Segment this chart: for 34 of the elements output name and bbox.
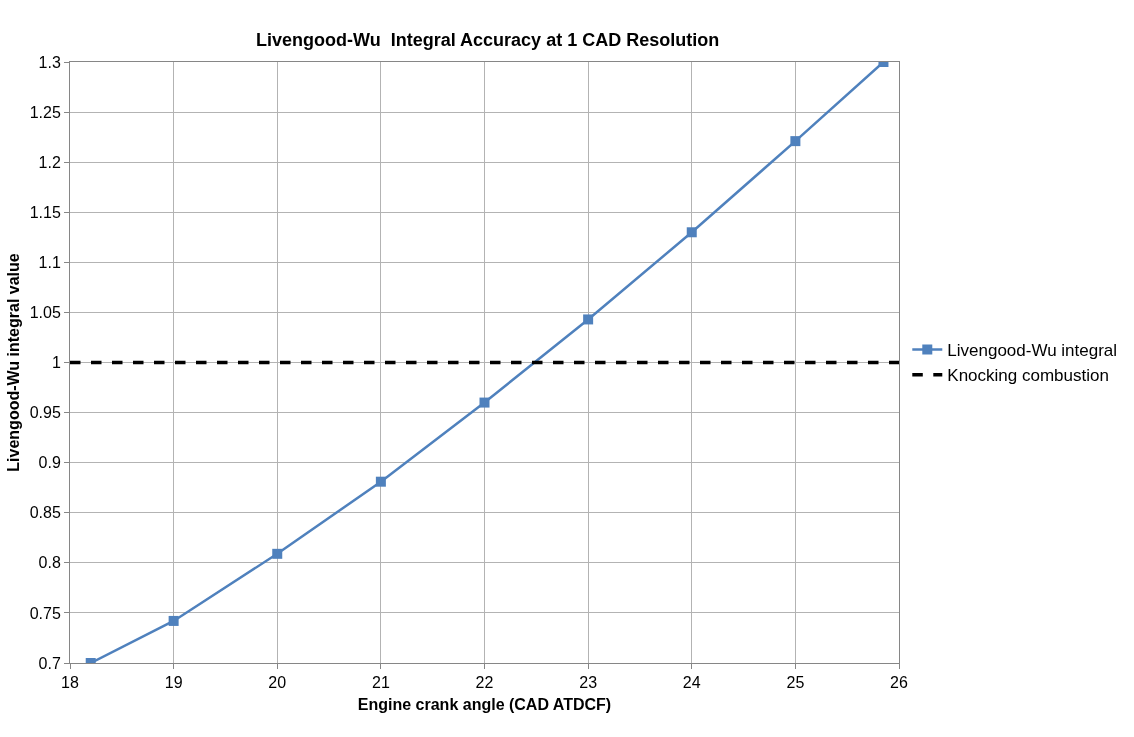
legend-label: Livengood-Wu integral (947, 341, 1118, 361)
x-tick-label: 23 (579, 674, 598, 692)
y-tick-label: 0.7 (38, 654, 61, 672)
x-tick-label: 22 (475, 674, 494, 692)
x-tick-label: 24 (682, 674, 701, 692)
y-tick-label: 1.1 (38, 253, 61, 271)
x-tick-label: 20 (268, 674, 287, 692)
point (168, 615, 179, 626)
x-tick-label: 21 (371, 674, 390, 692)
ref-line-label: Knocking combustion (947, 366, 1109, 386)
y-tick-label: 1.2 (38, 153, 61, 171)
x-tick-label: 25 (786, 674, 805, 692)
y-tick-label: 1.15 (29, 203, 61, 221)
x-axis-title: Engine crank angle (CAD ATDCF) (357, 695, 612, 713)
y-tick-label: 0.95 (29, 404, 61, 422)
point (583, 314, 594, 325)
point (272, 548, 283, 559)
y-tick-label: 0.8 (38, 554, 61, 572)
y-tick-label: 1.05 (29, 304, 61, 322)
y-tick-label: 1.3 (38, 53, 61, 71)
point (375, 476, 386, 487)
y-tick-label: 0.75 (29, 604, 61, 622)
y-tick-label: 0.9 (38, 454, 61, 472)
x-tick-label: 19 (164, 674, 183, 692)
y-tick-label: 0.85 (29, 504, 61, 522)
y-tick-label: 1.25 (29, 103, 61, 121)
point (479, 397, 490, 408)
x-tick-label: 26 (890, 674, 908, 692)
y-axis-title: Livengood-Wu integral value (4, 253, 22, 472)
x-tick-label: 18 (61, 674, 79, 692)
point (686, 227, 697, 238)
chart-title: Livengood-Wu Integral Accuracy at 1 CAD Resolution (256, 29, 720, 50)
y-tick-label: 1 (51, 354, 61, 372)
point (790, 136, 801, 147)
